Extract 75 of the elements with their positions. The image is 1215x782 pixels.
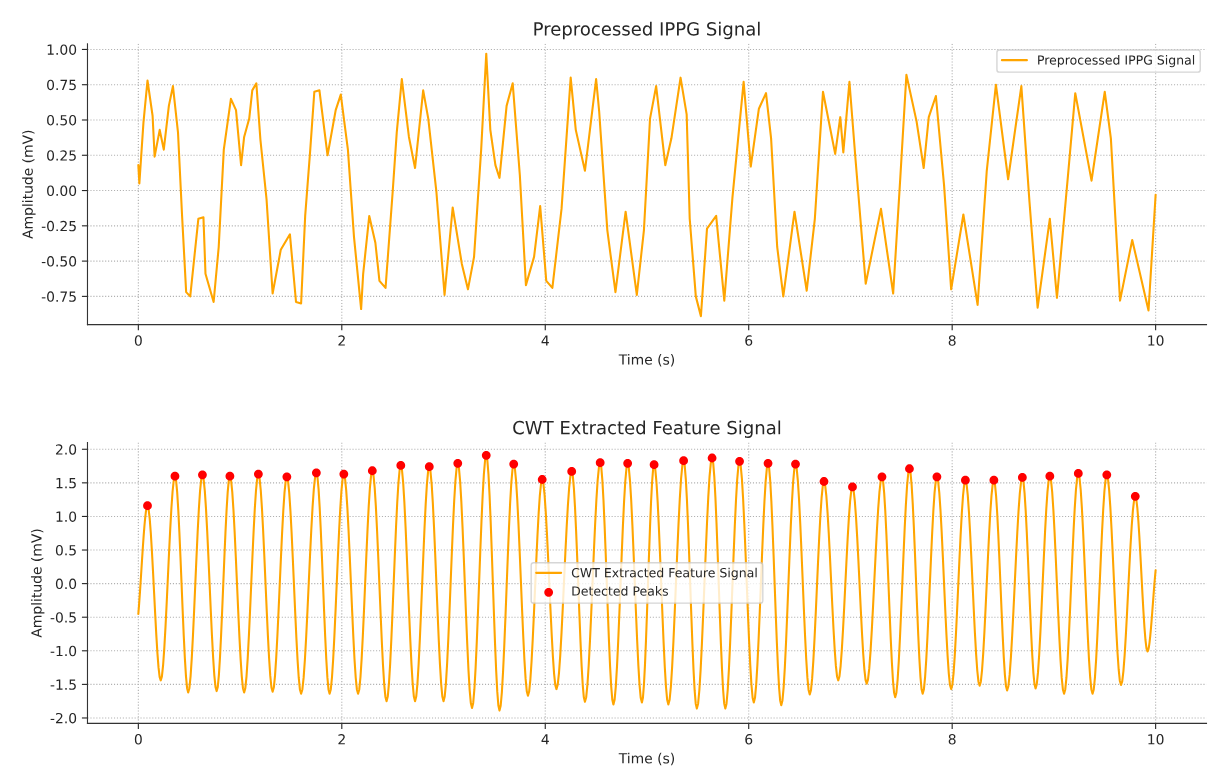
point — [339, 469, 349, 479]
point — [679, 456, 688, 466]
point — [143, 501, 152, 511]
point — [1073, 469, 1083, 478]
point — [877, 472, 887, 482]
point — [932, 472, 942, 482]
x-tick-label: 2 — [338, 335, 345, 346]
point — [1102, 470, 1112, 480]
y-tick-label: 0.5 — [55, 545, 76, 556]
point — [848, 482, 857, 492]
y-tick-label: 0.50 — [47, 114, 77, 126]
point — [509, 459, 519, 469]
y-axis-title: Amplitude (mV) — [22, 130, 36, 239]
y-tick-label: -1.5 — [50, 679, 76, 690]
y-tick-label: 0.75 — [47, 79, 76, 91]
point — [707, 453, 717, 463]
point — [623, 458, 633, 468]
point — [961, 475, 970, 485]
point — [396, 460, 406, 470]
point — [905, 464, 914, 474]
point — [481, 450, 491, 460]
point — [225, 471, 235, 481]
x-tick-label: 8 — [948, 335, 956, 346]
point — [819, 477, 829, 486]
point — [1017, 473, 1027, 482]
x-axis-title: Time (s) — [618, 354, 675, 367]
y-tick-label: -0.75 — [41, 291, 76, 302]
chart-title: Preprocessed IPPG Signal — [534, 21, 760, 40]
point — [763, 458, 773, 468]
y-tick-label: 0.25 — [47, 150, 76, 161]
y-tick-label: -0.25 — [41, 220, 76, 232]
point — [649, 460, 659, 470]
y-tick-label: 1.5 — [56, 478, 76, 489]
x-axis-title: Time (s) — [618, 752, 675, 766]
y-tick-label: -0.5 — [50, 612, 76, 623]
y-tick-label: -1.0 — [50, 645, 77, 657]
x-tick-label: 4 — [541, 335, 549, 346]
legend-label: Preprocessed IPPG Signal — [1038, 55, 1195, 68]
point — [735, 456, 744, 466]
point — [367, 466, 377, 476]
y-tick-label: -0.50 — [41, 256, 77, 267]
x-tick-label: 6 — [745, 335, 753, 346]
x-tick-label: 10 — [1148, 734, 1164, 745]
x-tick-label: 4 — [541, 734, 549, 745]
point — [1045, 471, 1055, 481]
y-axis-title: Amplitude (mV) — [30, 529, 45, 638]
point — [595, 458, 605, 468]
x-tick-label: 8 — [948, 734, 956, 745]
legend-label: Detected Peaks — [572, 586, 669, 596]
point — [253, 469, 263, 479]
legend-label: CWT Extracted Feature Signal — [571, 567, 757, 580]
y-tick-label: -2.0 — [50, 712, 77, 724]
point — [989, 475, 999, 485]
point — [311, 468, 321, 478]
line-series — [137, 52, 1157, 318]
x-tick-label: 2 — [338, 734, 345, 745]
point — [170, 471, 180, 481]
y-tick-label: 1.0 — [56, 511, 77, 522]
y-tick-label: 0.00 — [47, 185, 77, 197]
x-tick-label: 6 — [745, 734, 753, 745]
point — [198, 470, 207, 480]
x-tick-label: 0 — [134, 734, 142, 745]
x-tick-label: 10 — [1148, 335, 1164, 346]
point — [424, 462, 434, 472]
point — [567, 467, 577, 476]
y-tick-label: 2.0 — [55, 444, 77, 455]
point — [1130, 491, 1140, 501]
x-tick-label: 0 — [134, 335, 142, 346]
point — [791, 459, 800, 469]
point — [282, 472, 292, 482]
point — [537, 475, 547, 484]
chart-title: CWT Extracted Feature Signal — [513, 420, 781, 438]
y-tick-label: 1.00 — [47, 44, 77, 55]
y-tick-label: 0.0 — [55, 578, 77, 590]
point — [453, 458, 463, 468]
